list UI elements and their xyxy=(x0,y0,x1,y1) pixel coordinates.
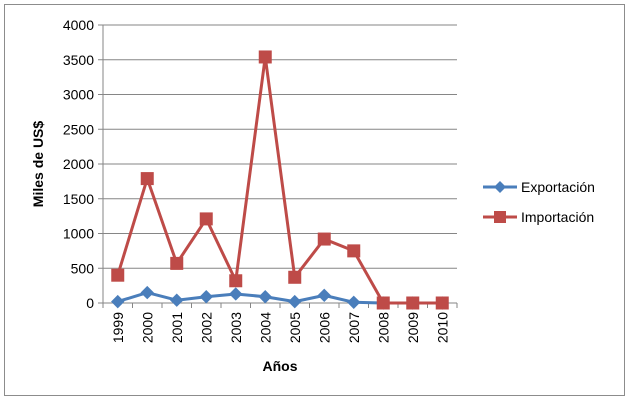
chart-frame xyxy=(4,4,625,396)
data-point xyxy=(140,285,154,300)
data-point xyxy=(317,232,331,246)
x-tick-label: 2002 xyxy=(198,312,214,343)
x-tick-label: 1999 xyxy=(110,312,126,343)
data-point xyxy=(288,294,302,309)
data-point xyxy=(199,212,213,226)
series-layer xyxy=(111,50,449,310)
x-tick-label: 2000 xyxy=(139,312,155,343)
data-point xyxy=(376,296,390,310)
y-tick-label: 1000 xyxy=(63,226,94,242)
series-line xyxy=(117,291,443,305)
gridlines xyxy=(103,24,457,269)
data-point xyxy=(111,268,125,282)
x-tick-label: 2008 xyxy=(375,312,391,343)
data-point xyxy=(317,288,331,303)
data-point xyxy=(229,274,243,288)
data-point xyxy=(140,172,154,186)
legend-label: Exportación xyxy=(521,179,595,195)
data-point xyxy=(170,293,184,307)
series-line xyxy=(116,55,443,305)
series-importación xyxy=(111,50,449,310)
y-tick-label: 1500 xyxy=(63,191,94,207)
data-point xyxy=(170,256,184,270)
y-tick-label: 500 xyxy=(71,260,95,276)
y-tick-labels: 0 500 1000 1500 2000 2500 3000 3500 4000 xyxy=(63,17,94,311)
y-tick-label: 3000 xyxy=(63,87,94,103)
x-tick-label: 2006 xyxy=(316,312,332,343)
data-point xyxy=(406,296,420,310)
data-point xyxy=(258,290,272,304)
x-tick-label: 2003 xyxy=(228,312,244,343)
y-tick-label: 0 xyxy=(86,295,94,311)
x-tick-label: 2007 xyxy=(346,312,362,343)
data-point xyxy=(435,296,449,310)
legend-marker xyxy=(494,211,506,223)
data-point xyxy=(111,294,125,309)
data-point xyxy=(229,287,243,301)
legend-label: Importación xyxy=(521,209,594,225)
y-tick-label: 4000 xyxy=(63,17,94,33)
legend-item-exportación: Exportación xyxy=(483,179,595,195)
data-point xyxy=(347,244,361,258)
x-tick-label: 2005 xyxy=(287,312,303,343)
data-point xyxy=(258,50,272,64)
legend-marker xyxy=(494,181,506,193)
legend: Exportación Importación xyxy=(483,179,595,225)
x-tick-label: 2009 xyxy=(405,312,421,343)
y-tick-label: 2000 xyxy=(63,156,94,172)
data-point xyxy=(288,270,302,284)
axes xyxy=(98,24,458,308)
x-tick-label: 2004 xyxy=(257,312,273,343)
x-tick-label: 2001 xyxy=(169,312,185,343)
y-tick-label: 2500 xyxy=(63,121,94,137)
data-point xyxy=(199,290,213,304)
x-tick-label: 2010 xyxy=(434,312,450,343)
y-axis-title: Miles de US$ xyxy=(30,121,46,208)
x-axis-title: Años xyxy=(263,358,298,374)
x-tick-labels: 1999 2000 2001 2002 2003 2004 2005 2006 2007 2008… xyxy=(110,312,451,343)
y-tick-label: 3500 xyxy=(63,52,94,68)
legend-item-importación: Importación xyxy=(483,209,594,225)
data-point xyxy=(347,295,361,310)
